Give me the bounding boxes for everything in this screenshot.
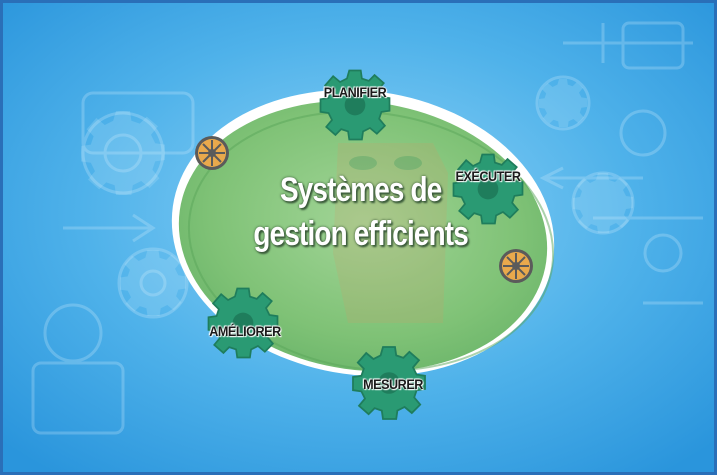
gear-icon	[452, 153, 524, 225]
diagram-canvas	[3, 3, 714, 472]
diagram-title-line-1: Systèmes de	[279, 171, 442, 209]
gear-icon	[352, 346, 426, 420]
diagram-title-line-2: gestion efficients	[253, 215, 468, 253]
gear-icon	[207, 287, 279, 359]
step-label-executer: EXÉCUTER	[455, 168, 521, 184]
face-silhouette	[333, 143, 448, 323]
step-label-planifier: PLANIFIER	[323, 84, 387, 100]
wheel-icon	[498, 248, 534, 284]
wheel-icon	[194, 135, 230, 171]
step-label-ameliorer: AMÉLIORER	[209, 323, 281, 339]
step-label-mesurer: MESURER	[363, 376, 423, 392]
gear-icon	[319, 69, 391, 141]
